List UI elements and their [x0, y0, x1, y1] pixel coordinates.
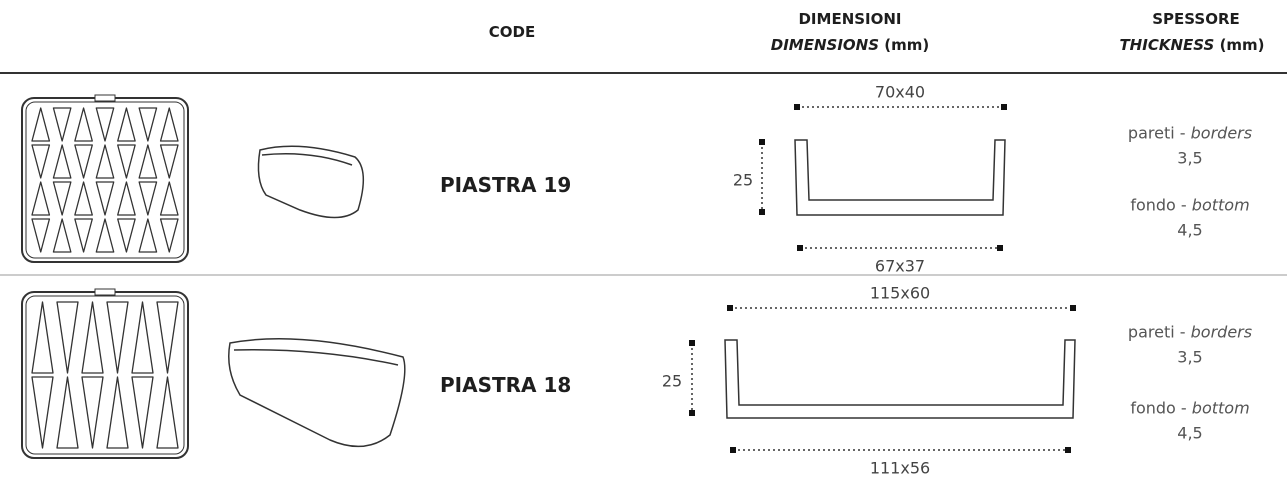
plate-shape	[117, 218, 136, 253]
plate-shape	[138, 218, 158, 253]
plate-shape	[138, 107, 158, 142]
header-dim-en-text: DIMENSIONS	[770, 36, 880, 54]
plate-shape	[131, 301, 154, 374]
base-label: fondo - bottom	[1130, 399, 1249, 418]
dim-bottom: 111x56	[869, 458, 931, 478]
header-dim: DIMENSIONI	[798, 10, 902, 28]
plate-shape	[21, 97, 189, 263]
plate-shape	[117, 144, 136, 179]
base: 4,5	[1177, 423, 1203, 443]
plate-shape	[31, 144, 51, 179]
unit: (mm)	[1219, 36, 1265, 54]
plate-shape	[74, 181, 93, 216]
plate-shape	[74, 107, 93, 142]
plate-shape	[159, 181, 179, 216]
plate-shape	[138, 144, 158, 179]
dim-top: 70x40	[874, 82, 926, 102]
plate-shape	[31, 301, 54, 374]
walls: 3,5	[1177, 148, 1203, 168]
it: fondo -	[1130, 195, 1187, 215]
plate-shape	[138, 181, 158, 216]
walls: 3,5	[1177, 347, 1203, 367]
unit: (mm)	[884, 36, 930, 54]
it: pareti -	[1127, 322, 1186, 342]
dim-lines	[691, 106, 1073, 451]
it: fondo -	[1130, 398, 1187, 418]
plate-shape	[31, 218, 51, 253]
plate-shape	[52, 107, 72, 142]
dim-height: 25	[661, 371, 683, 391]
plate-shape	[81, 301, 104, 374]
en: bottom	[1191, 398, 1250, 418]
base-label: fondo - bottom	[1130, 196, 1249, 215]
plate-shape	[117, 181, 136, 216]
plate-shape	[106, 301, 129, 374]
plate-shape	[117, 107, 136, 142]
base: 4,5	[1177, 220, 1203, 240]
header-th-en: THICKNESS (mm)	[1119, 36, 1264, 54]
plate-shape	[31, 181, 51, 216]
plate-shape	[156, 301, 179, 374]
en: borders	[1190, 322, 1253, 342]
code: PIASTRA 18	[440, 373, 572, 397]
plate-shape	[94, 288, 116, 296]
plate-shape	[31, 107, 51, 142]
plate-shape	[52, 144, 72, 179]
header-th: SPESSORE	[1152, 10, 1240, 28]
plate-shape	[159, 218, 179, 253]
plate-shape	[25, 295, 185, 455]
code: PIASTRA 19	[440, 173, 572, 197]
plate-shape	[95, 144, 115, 179]
plate-shape	[95, 218, 115, 253]
plate-shape	[106, 376, 129, 449]
it: pareti -	[1127, 123, 1186, 143]
plate-shape	[95, 107, 115, 142]
plate-shape	[52, 181, 72, 216]
plate-shape	[56, 376, 79, 449]
dim-height: 25	[732, 170, 754, 190]
dim-top: 115x60	[869, 283, 931, 303]
plate-shape	[159, 107, 179, 142]
dim-ends	[689, 104, 1076, 453]
plate-shape	[94, 94, 116, 102]
plate-shape	[74, 218, 93, 253]
plate-shape	[25, 101, 185, 259]
plate-shape	[52, 218, 72, 253]
plate-shape	[56, 301, 79, 374]
plate-shape	[74, 144, 93, 179]
plate-shape	[95, 181, 115, 216]
plate-shape	[31, 376, 54, 449]
en: borders	[1190, 123, 1253, 143]
header-code: CODE	[488, 23, 536, 41]
walls-label: pareti - borders	[1128, 124, 1252, 143]
profiles	[228, 139, 1076, 448]
plate-shape	[131, 376, 154, 449]
plate-shape	[81, 376, 104, 449]
dim-bottom: 67x37	[874, 256, 926, 276]
header-th-en-text: THICKNESS	[1119, 36, 1215, 54]
en: bottom	[1191, 195, 1250, 215]
header-dim-en: DIMENSIONS (mm)	[771, 36, 929, 54]
plate-shape	[159, 144, 179, 179]
plate-shape	[21, 291, 189, 459]
plate-shape	[156, 376, 179, 449]
walls-label: pareti - borders	[1128, 323, 1252, 342]
